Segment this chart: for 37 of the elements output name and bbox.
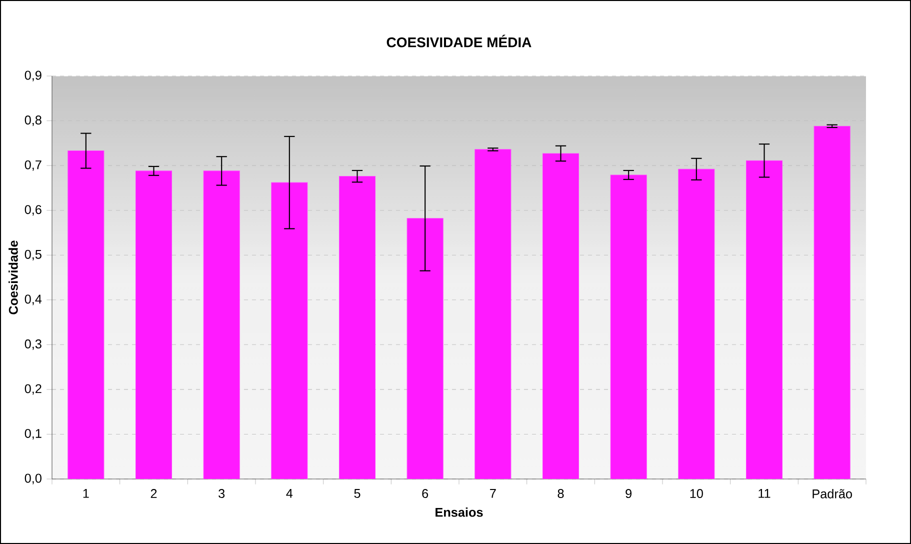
x-tick-label: 5 [354, 489, 360, 498]
y-tick-label: 0,8 [24, 116, 42, 126]
x-tick-label: 11 [758, 489, 770, 498]
bar [68, 150, 104, 479]
bar [542, 153, 580, 479]
chart-title: COESIVIDADE MÉDIA [386, 34, 532, 48]
x-tick-label: 2 [150, 489, 157, 498]
y-tick-label: 0,1 [24, 428, 42, 440]
bar [338, 176, 376, 479]
x-tick-label: 10 [690, 489, 703, 498]
x-tick-label: Padrão [812, 489, 852, 498]
bar [406, 218, 444, 479]
bar [135, 170, 172, 479]
x-tick-label: 1 [83, 489, 89, 498]
y-tick-label: 0,9 [24, 70, 42, 82]
x-tick-label: 3 [218, 489, 225, 498]
bar [271, 182, 308, 479]
bar [746, 160, 783, 479]
x-tick-label: 4 [286, 489, 293, 498]
y-tick-label: 0,4 [24, 294, 42, 306]
x-tick-label: 7 [490, 489, 496, 498]
y-tick-label: 0,3 [24, 339, 42, 350]
x-tick-label: 9 [626, 489, 632, 498]
y-tick-label: 0,6 [24, 205, 42, 216]
y-tick-label: 0,2 [24, 384, 42, 395]
bar [678, 168, 715, 479]
bar [474, 149, 512, 479]
bar [203, 170, 240, 479]
y-axis-title: Coesividade [8, 240, 18, 314]
bar [610, 174, 647, 479]
x-tick-label: 6 [422, 489, 428, 498]
y-tick-label: 0,5 [24, 250, 42, 260]
x-tick-label: 8 [558, 489, 564, 498]
bar [814, 126, 850, 479]
y-tick-label: 0,7 [24, 160, 42, 171]
y-tick-label: 0,0 [24, 474, 42, 484]
x-axis-title: Ensaios [436, 508, 483, 517]
